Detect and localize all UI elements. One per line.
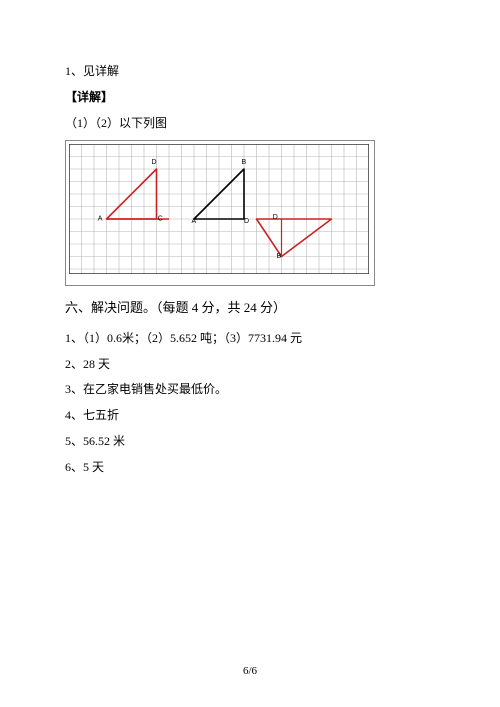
answer-6: 6、5 天 [65,456,435,479]
diagram-container: D A C B A D D B [65,140,375,286]
svg-text:B: B [277,253,282,260]
svg-text:D: D [152,159,157,166]
line-3: （1）（2）以下列图 [65,112,435,135]
svg-text:A: A [98,216,103,223]
answer-3: 3、在乙家电销售处买最低价。 [65,378,435,401]
line-1: 1、见详解 [65,60,435,83]
svg-text:A: A [192,218,197,225]
svg-text:D: D [244,218,249,225]
grid-diagram: D A C B A D D B [69,144,369,274]
line-detail-head: 【详解】 [65,86,435,109]
answer-4: 4、七五折 [65,404,435,427]
section-6-head: 六、解决问题。（每题 4 分，共 24 分） [65,296,435,321]
page-footer: 6/6 [0,665,500,677]
answer-2: 2、28 天 [65,353,435,376]
svg-text:D: D [273,214,278,221]
svg-text:B: B [242,159,247,166]
svg-text:C: C [158,216,163,223]
answer-5: 5、56.52 米 [65,430,435,453]
answer-1: 1、（1）0.6米；（2）5.652 吨；（3）7731.94 元 [65,327,435,350]
